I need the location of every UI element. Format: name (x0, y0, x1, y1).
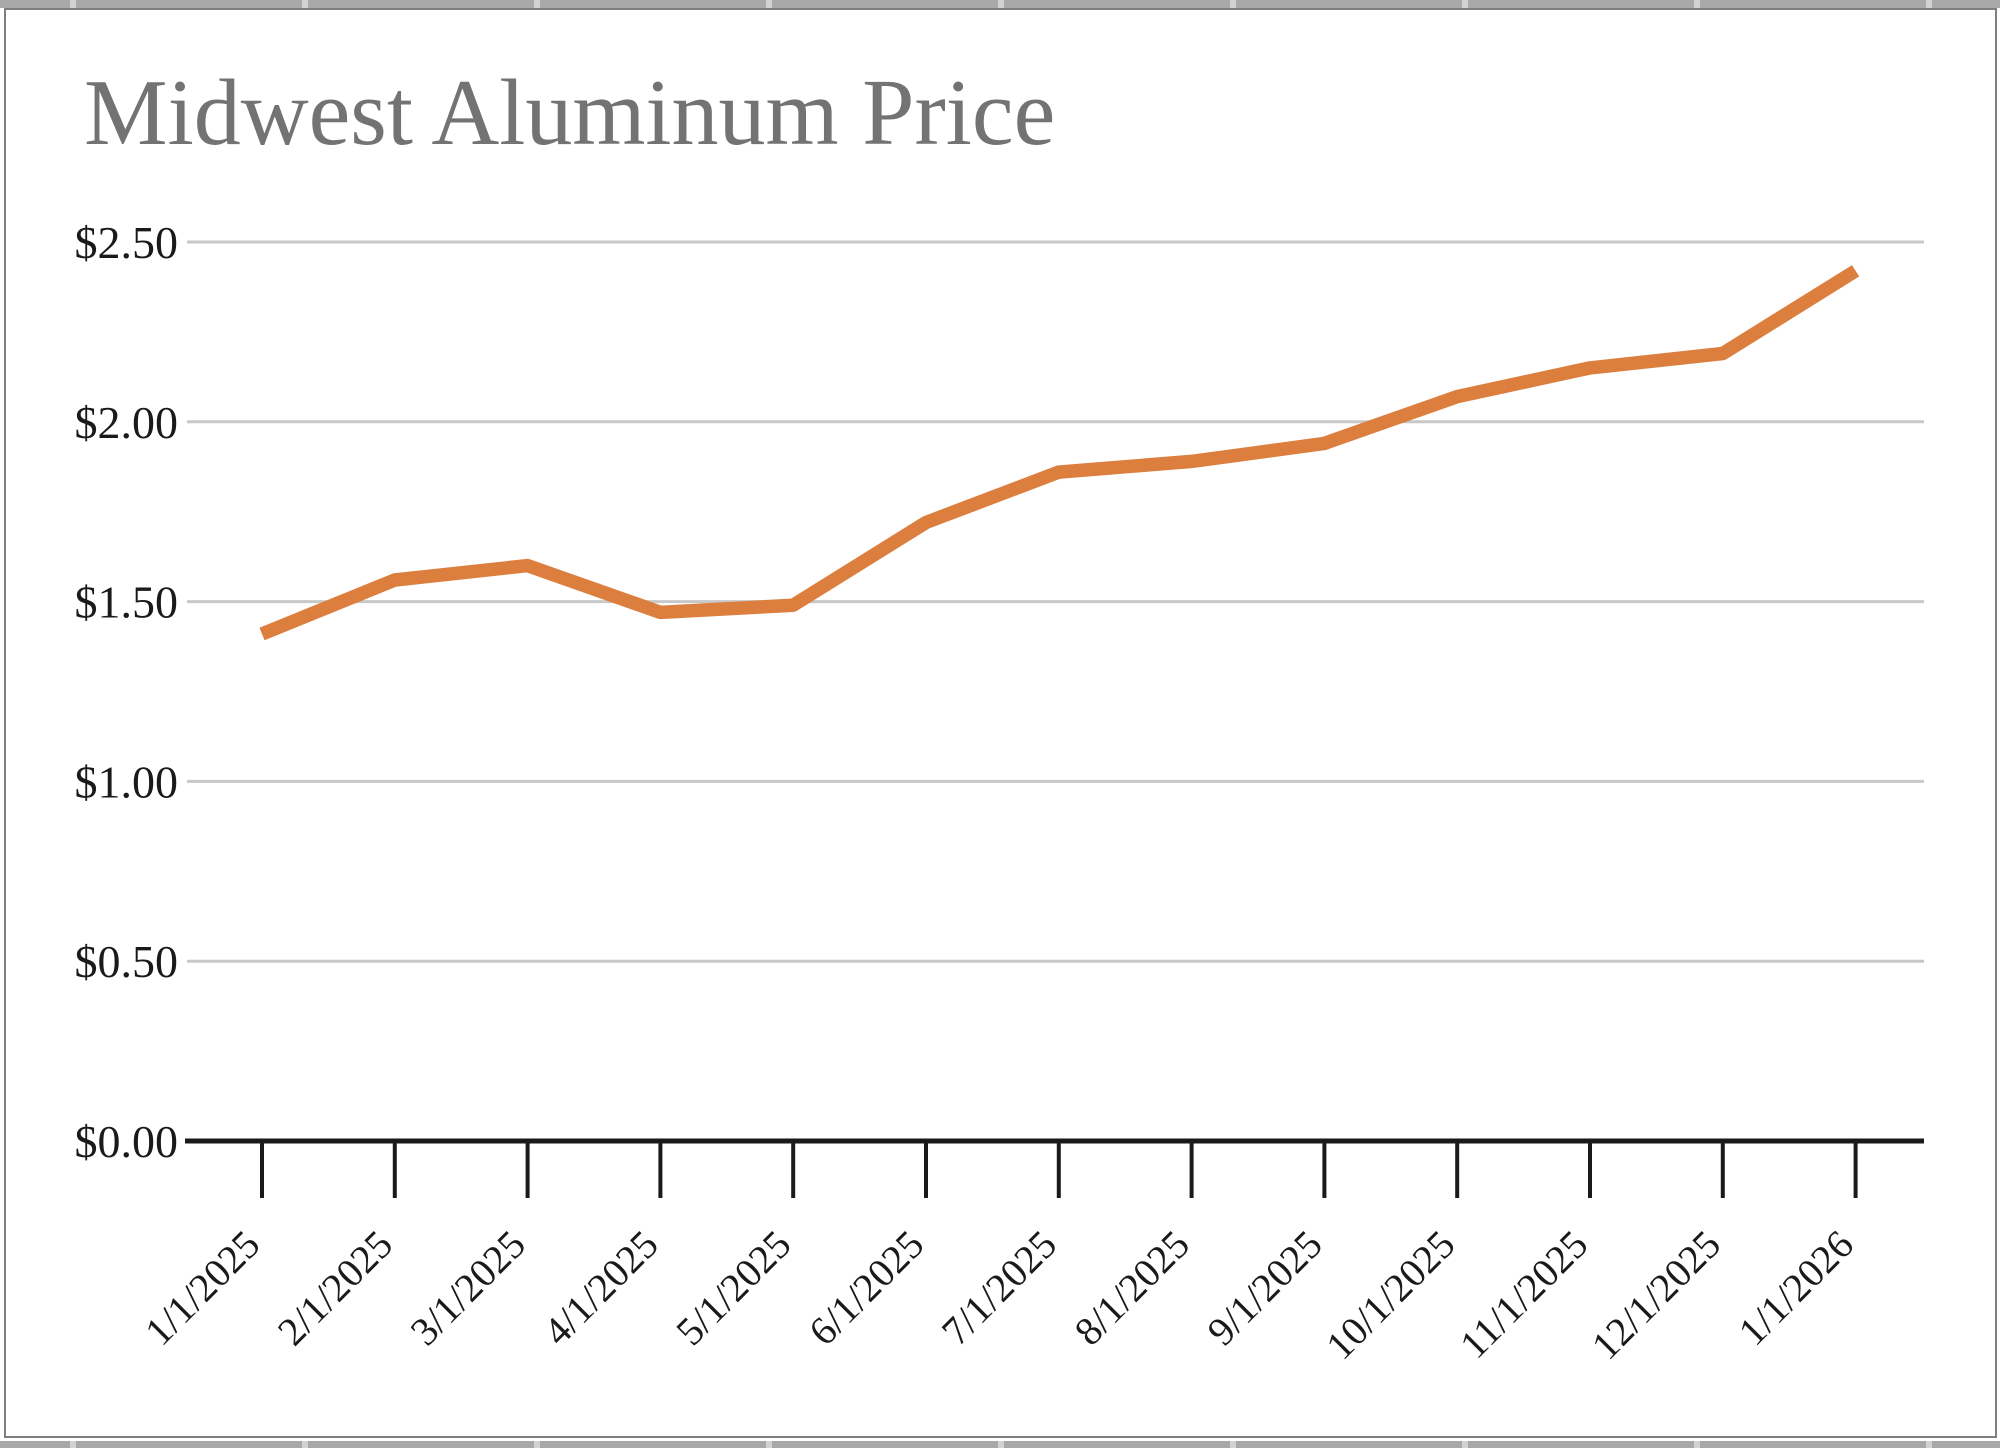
x-axis-tick-label: 1/1/2025 (136, 1222, 268, 1354)
spreadsheet-grid-strip-bottom (0, 1441, 2000, 1448)
x-axis-tick-label: 10/1/2025 (1317, 1222, 1464, 1369)
x-axis-tick-label: 12/1/2025 (1583, 1222, 1730, 1369)
line-chart-plot-area: $0.00 $0.50 $1.00 $1.50 $2.00 $2.50 1/1/2025 2/… (75, 217, 1924, 1369)
y-axis-tick-label: $2.50 (75, 217, 179, 268)
chart-title: Midwest Aluminum Price (84, 61, 1056, 165)
x-axis-tick-label: 4/1/2025 (534, 1222, 666, 1354)
y-axis-tick-label: $2.00 (75, 397, 179, 448)
spreadsheet-grid-strip-top (0, 0, 2000, 8)
x-axis-tick-label: 2/1/2025 (269, 1222, 401, 1354)
x-axis-tick-label: 11/1/2025 (1451, 1222, 1596, 1367)
x-axis-tick-label: 8/1/2025 (1066, 1222, 1198, 1354)
x-axis-tick-label: 1/1/2026 (1730, 1222, 1862, 1354)
price-series-line (259, 265, 1860, 641)
y-axis-tick-label: $0.50 (75, 936, 179, 987)
x-axis-tick-label: 5/1/2025 (667, 1222, 799, 1354)
x-axis-tick-label: 9/1/2025 (1198, 1222, 1330, 1354)
y-axis-tick-label: $1.50 (75, 577, 179, 628)
x-axis-tick-label: 6/1/2025 (800, 1222, 932, 1354)
x-axis-tick-label: 3/1/2025 (402, 1222, 534, 1354)
x-axis-tick-label: 7/1/2025 (933, 1222, 1065, 1354)
y-axis-tick-label: $0.00 (75, 1116, 179, 1167)
chart-object[interactable]: Midwest Aluminum Price $0.00 $0.50 $1.00 $1… (4, 8, 1997, 1438)
y-axis-tick-label: $1.00 (75, 756, 179, 807)
